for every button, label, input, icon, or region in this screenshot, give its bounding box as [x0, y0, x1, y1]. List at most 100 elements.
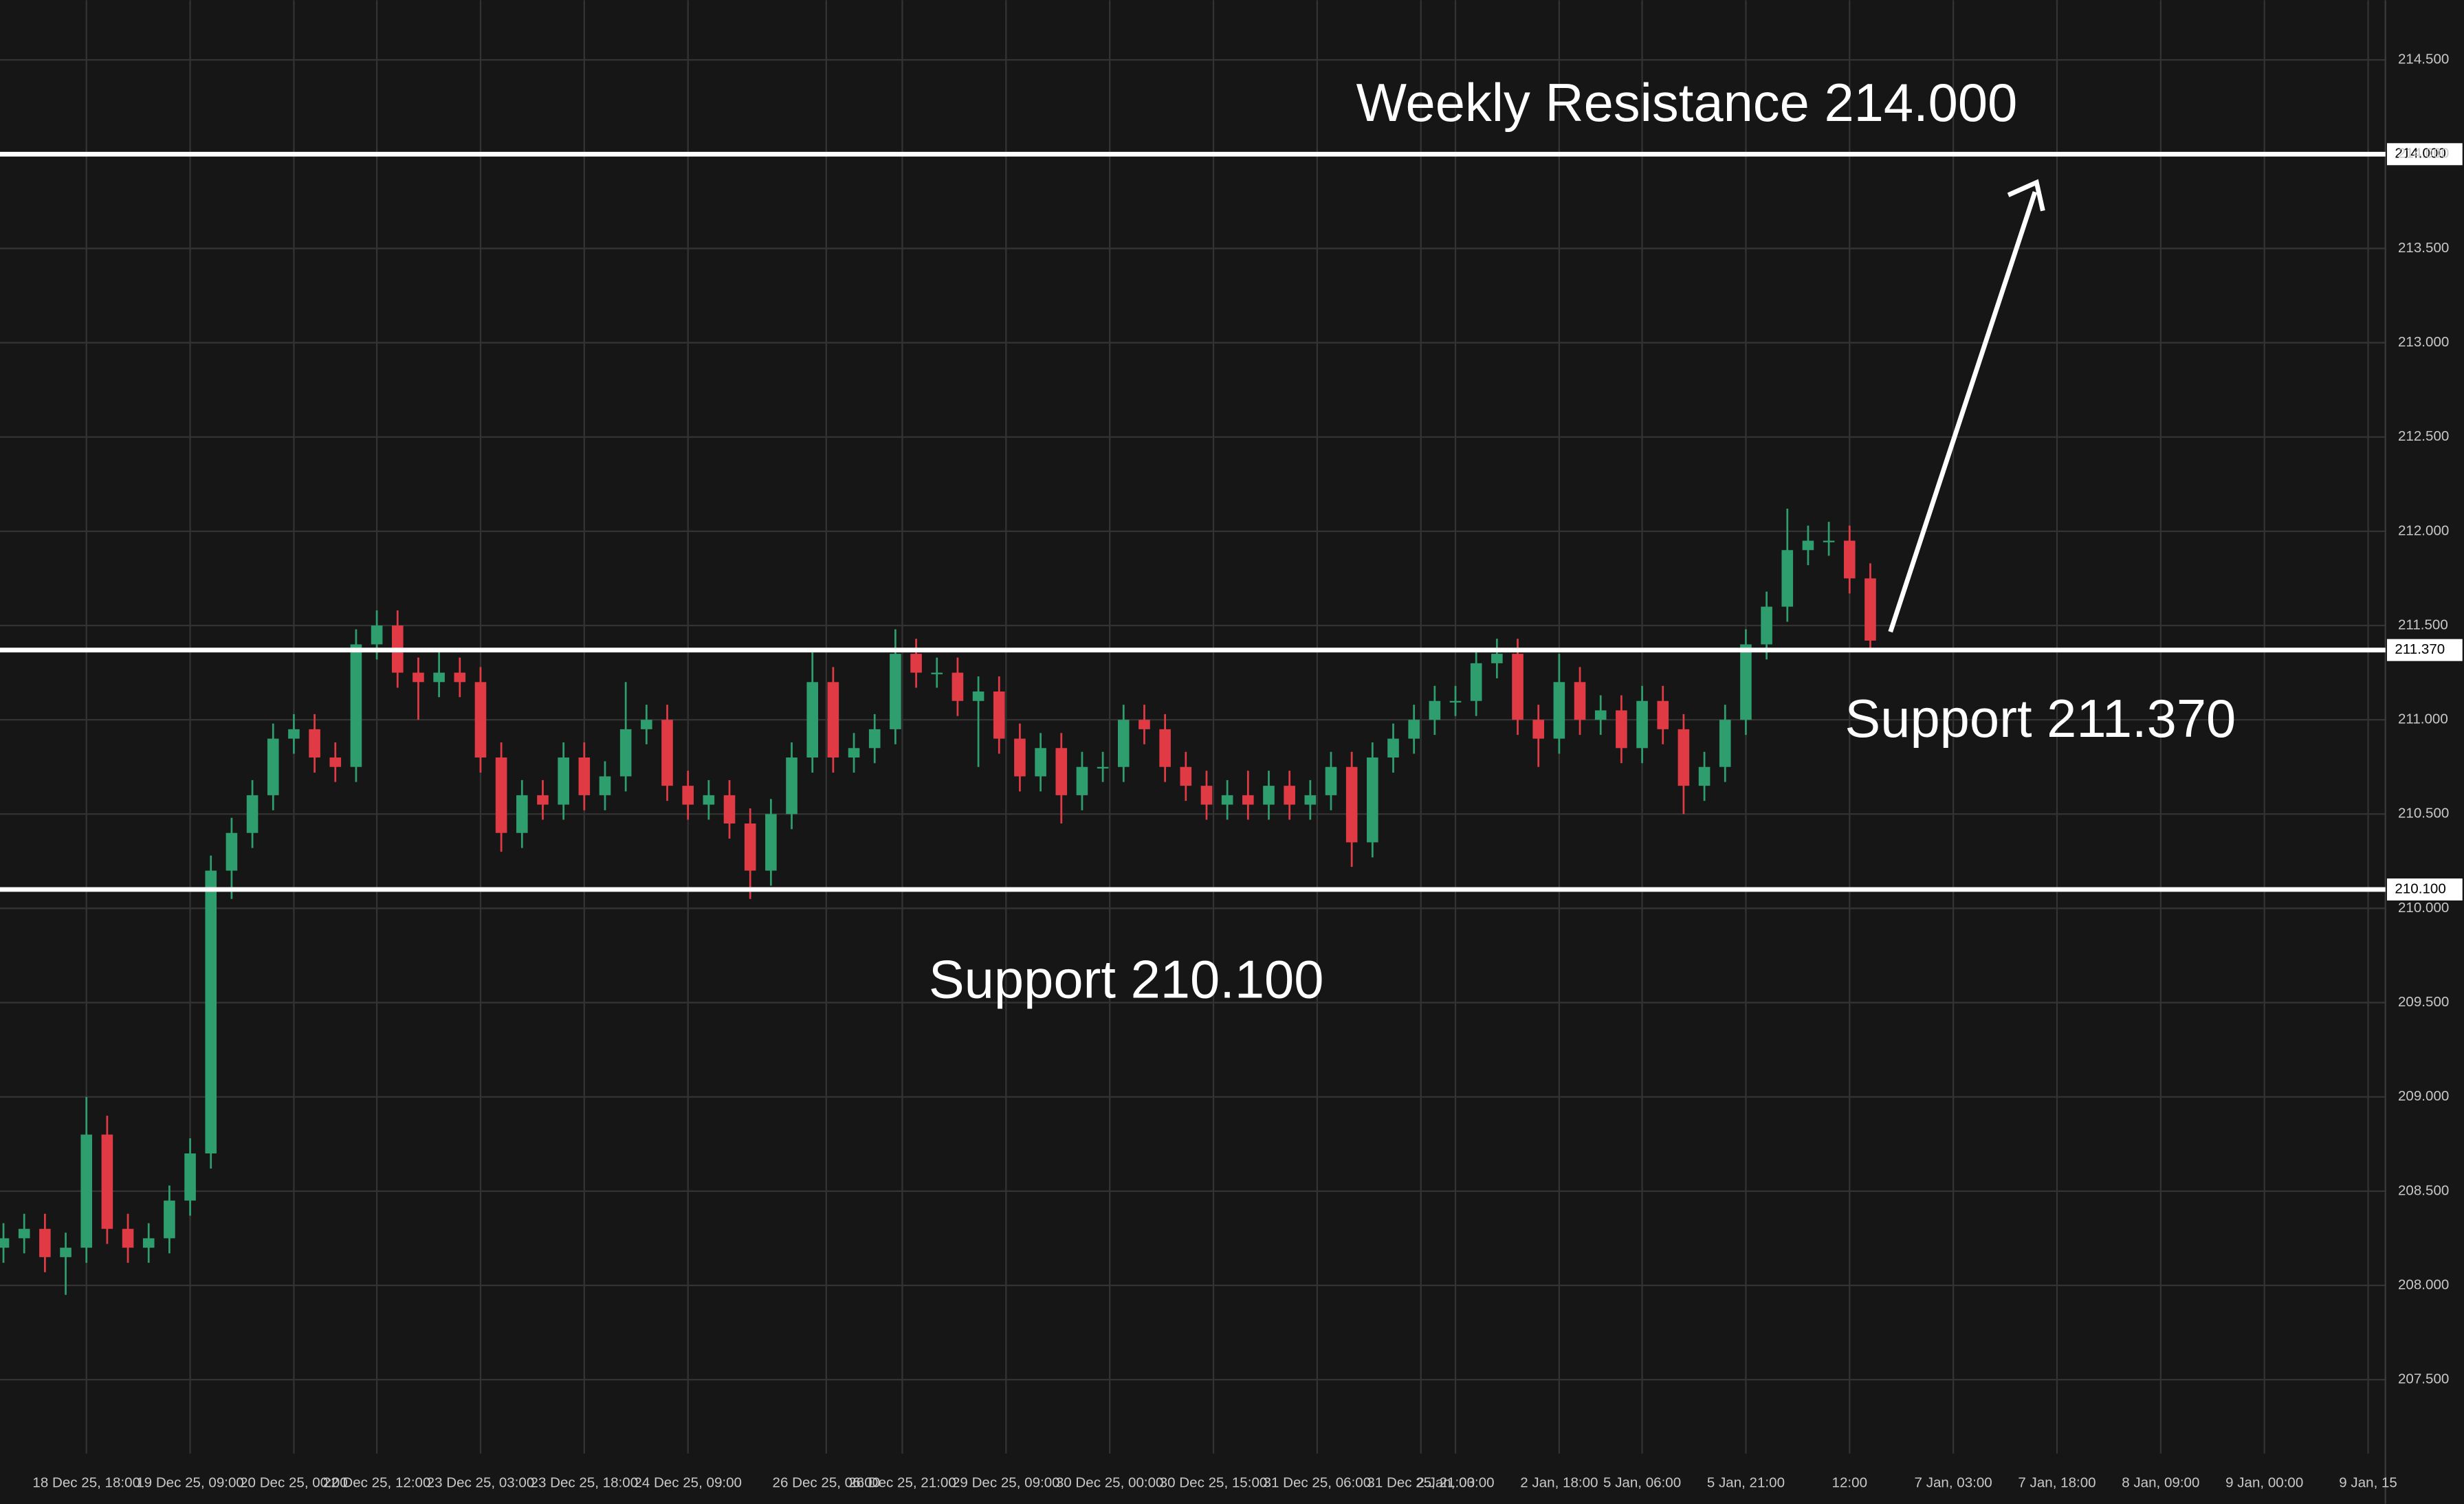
candle-body [1761, 606, 1772, 645]
candle-body [806, 682, 819, 758]
levels: 214.000 211.370 210.100 [0, 143, 2463, 901]
candle-body [454, 672, 466, 683]
candle-body [931, 672, 943, 674]
candle-body [1117, 720, 1130, 767]
candle-body [1263, 786, 1275, 805]
x-tick-label: 9 Jan, 00:00 [2225, 1474, 2303, 1490]
arrow-line [1888, 191, 2038, 633]
candle-body [1616, 710, 1627, 749]
y-tick-label: 209.000 [2398, 1088, 2449, 1104]
x-tick-label: 9 Jan, 15 [2339, 1474, 2397, 1490]
candle-body [537, 795, 549, 805]
y-tick-label: 213.500 [2398, 240, 2449, 256]
candle-body [1138, 720, 1150, 729]
candle-body [164, 1200, 175, 1239]
y-tick-label: 208.000 [2398, 1276, 2449, 1292]
candle-body [1574, 682, 1586, 720]
candle-body [1802, 540, 1814, 551]
candle-body [1367, 757, 1378, 843]
x-tick-label: 23 Dec 25, 18:00 [531, 1474, 639, 1490]
y-tick-label: 208.500 [2398, 1182, 2449, 1198]
candle-body [848, 748, 860, 758]
level-label-box [2387, 143, 2463, 166]
candle-body [1512, 654, 1524, 720]
candle-body [786, 757, 798, 815]
candle-body [1055, 748, 1068, 795]
candle-body [205, 870, 217, 1154]
candle-body [1221, 795, 1233, 805]
candle-body [1180, 766, 1192, 786]
x-tick-label: 23 Dec 25, 03:00 [427, 1474, 535, 1490]
y-tick-label: 212.500 [2398, 428, 2449, 444]
candle-body [516, 795, 528, 833]
candle-body [1304, 795, 1317, 805]
candle-body [868, 729, 881, 749]
candle-body [1740, 644, 1752, 720]
candle-body [619, 729, 632, 777]
y-tick-label: 209.500 [2398, 994, 2449, 1010]
candle-body [827, 682, 839, 758]
candle-body [1781, 550, 1794, 607]
candle-body [1014, 738, 1026, 777]
candle-body [350, 644, 362, 767]
x-tick-label: 8 Jan, 09:00 [2122, 1474, 2199, 1490]
candle-body [226, 832, 238, 871]
x-tick-label: 31 Dec 25, 06:00 [1264, 1474, 1372, 1490]
candle-body [1636, 700, 1648, 749]
candle-body [993, 692, 1005, 739]
x-tick-label: 26 Dec 25, 21:00 [848, 1474, 956, 1490]
candle-body [1200, 786, 1213, 805]
annotation: Support 211.370 [1845, 689, 2236, 749]
x-tick-label: 5 Jan, 06:00 [1603, 1474, 1681, 1490]
candle-body [1719, 720, 1731, 767]
candle-body [39, 1228, 51, 1257]
x-tick-label: 5 Jan, 21:00 [1707, 1474, 1785, 1490]
candle-body [1470, 663, 1482, 701]
candle-body [1097, 766, 1109, 769]
candle-body [60, 1248, 72, 1257]
candle-body [1864, 578, 1876, 641]
candle-body [371, 626, 383, 645]
x-tick-label: 26 Dec 25, 06:00 [773, 1474, 881, 1490]
candle-body [972, 692, 984, 701]
level-label: 211.370 [2395, 641, 2445, 657]
y-tick-label: 214.500 [2398, 52, 2449, 67]
x-tick-label: 12:00 [1832, 1474, 1867, 1490]
x-tick-label: 19 Dec 25, 09:00 [136, 1474, 244, 1490]
x-tick-label: 18 Dec 25, 18:00 [32, 1474, 140, 1490]
candle-body [703, 795, 715, 805]
candle-body [661, 720, 673, 786]
candle-body [495, 757, 507, 833]
candle-body [1553, 682, 1565, 739]
candle-body [309, 729, 320, 758]
candle-body [1657, 700, 1669, 729]
x-tick-label: 2 Jan, 18:00 [1520, 1474, 1598, 1490]
candle-body [952, 672, 964, 701]
candle-body [1345, 766, 1358, 843]
candle-body [1242, 795, 1254, 805]
candle-body [0, 1238, 10, 1248]
candle-body [723, 795, 736, 824]
arrow-head [2007, 179, 2045, 212]
candle-body [578, 757, 591, 795]
y-tick-label: 213.000 [2398, 334, 2449, 350]
x-tick-label: 30 Dec 25, 00:00 [1056, 1474, 1164, 1490]
x-tick-label: 2 Jan, 03:00 [1416, 1474, 1494, 1490]
candle-body [18, 1228, 30, 1239]
level-label: 210.100 [2395, 881, 2445, 896]
candle-body [1076, 766, 1088, 795]
candle-body [1823, 540, 1835, 542]
candle-body [1387, 738, 1399, 758]
candle-body [122, 1228, 134, 1248]
level-label: 214.000 [2395, 146, 2445, 162]
candle-body [142, 1238, 155, 1248]
y-tick-label: 212.000 [2398, 522, 2449, 538]
x-tick-label: 29 Dec 25, 09:00 [952, 1474, 1060, 1490]
candle-body [1594, 710, 1607, 720]
candle-body [1408, 720, 1420, 739]
candle-body [474, 682, 487, 758]
level-label-box [2387, 878, 2463, 901]
candle-body [890, 654, 901, 729]
